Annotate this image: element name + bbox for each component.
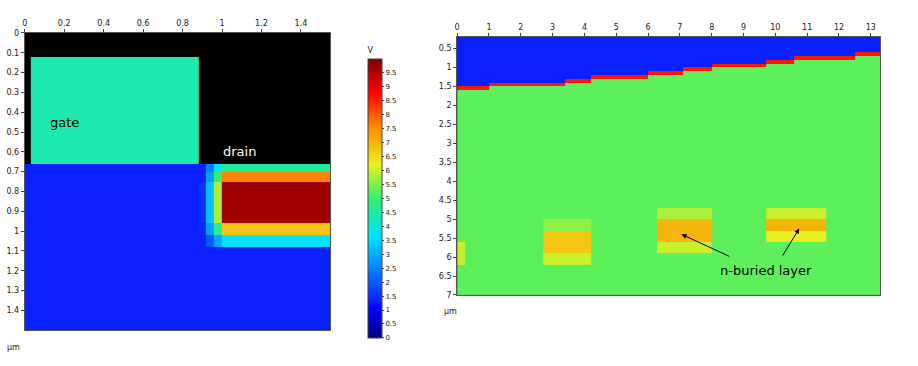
svg-text:1: 1 [486, 23, 491, 32]
svg-text:0.5: 0.5 [385, 320, 396, 328]
svg-text:4: 4 [385, 223, 390, 231]
svg-text:0.2: 0.2 [58, 19, 71, 28]
svg-text:1: 1 [14, 227, 19, 236]
svg-text:10: 10 [770, 23, 780, 32]
svg-text:0.8: 0.8 [6, 187, 19, 196]
svg-text:0.4: 0.4 [97, 19, 110, 28]
svg-text:0.7: 0.7 [6, 167, 19, 176]
svg-text:2: 2 [518, 23, 523, 32]
svg-text:0.8: 0.8 [176, 19, 189, 28]
svg-text:n-buried layer: n-buried layer [720, 263, 812, 278]
svg-text:0.3: 0.3 [6, 88, 19, 97]
svg-text:7.5: 7.5 [385, 125, 396, 133]
svg-text:11: 11 [802, 23, 812, 32]
svg-text:12: 12 [834, 23, 844, 32]
svg-text:5: 5 [385, 195, 389, 203]
svg-text:3: 3 [385, 251, 389, 259]
svg-text:8: 8 [385, 111, 389, 119]
svg-text:3: 3 [550, 23, 555, 32]
svg-text:3.5: 3.5 [439, 158, 452, 167]
svg-text:7: 7 [446, 291, 451, 300]
svg-text:6: 6 [446, 253, 451, 262]
svg-text:1: 1 [385, 306, 389, 314]
svg-text:0.1: 0.1 [6, 49, 19, 58]
svg-text:8.5: 8.5 [385, 97, 396, 105]
svg-text:9: 9 [741, 23, 746, 32]
svg-text:0.5: 0.5 [439, 44, 452, 53]
svg-text:V: V [368, 46, 374, 55]
svg-text:0: 0 [455, 23, 460, 32]
svg-text:6.5: 6.5 [385, 153, 396, 161]
svg-text:1.2: 1.2 [255, 19, 268, 28]
svg-text:0.6: 0.6 [137, 19, 150, 28]
svg-text:2.5: 2.5 [385, 265, 396, 273]
svg-text:5.5: 5.5 [385, 181, 396, 189]
svg-text:0.6: 0.6 [6, 148, 19, 157]
svg-text:0.9: 0.9 [6, 207, 19, 216]
svg-text:µm: µm [444, 307, 457, 316]
svg-text:2: 2 [446, 101, 451, 110]
svg-text:4.5: 4.5 [385, 209, 396, 217]
svg-text:7: 7 [385, 139, 389, 147]
svg-text:1.3: 1.3 [6, 286, 19, 295]
svg-text:1.4: 1.4 [6, 306, 19, 315]
svg-text:2.5: 2.5 [439, 120, 452, 129]
svg-text:5: 5 [446, 215, 451, 224]
svg-text:0.5: 0.5 [6, 128, 19, 137]
svg-text:6.5: 6.5 [439, 272, 452, 281]
svg-text:0: 0 [14, 29, 19, 38]
svg-text:4: 4 [446, 177, 451, 186]
svg-text:1.4: 1.4 [295, 19, 308, 28]
svg-text:1.5: 1.5 [385, 293, 396, 301]
svg-text:3: 3 [446, 139, 451, 148]
svg-text:8: 8 [709, 23, 714, 32]
svg-text:5: 5 [614, 23, 619, 32]
svg-text:2: 2 [385, 279, 389, 287]
svg-text:6: 6 [385, 167, 390, 175]
svg-text:0: 0 [22, 19, 27, 28]
svg-text:1.2: 1.2 [6, 266, 19, 275]
svg-text:13: 13 [866, 23, 876, 32]
svg-text:1: 1 [446, 63, 451, 72]
svg-text:4: 4 [582, 23, 587, 32]
svg-text:4.5: 4.5 [439, 196, 452, 205]
svg-text:5.5: 5.5 [439, 234, 452, 243]
svg-text:7: 7 [677, 23, 682, 32]
svg-text:9.5: 9.5 [385, 69, 396, 77]
svg-text:0.4: 0.4 [6, 108, 19, 117]
svg-text:0: 0 [385, 334, 389, 342]
svg-text:9: 9 [385, 83, 389, 91]
svg-text:3.5: 3.5 [385, 237, 396, 245]
svg-text:1.1: 1.1 [6, 247, 19, 256]
svg-text:1: 1 [219, 19, 224, 28]
svg-text:gate: gate [50, 115, 79, 130]
svg-text:1.5: 1.5 [439, 82, 452, 91]
svg-text:6: 6 [646, 23, 651, 32]
svg-text:µm: µm [7, 343, 20, 352]
svg-text:0.2: 0.2 [6, 68, 19, 77]
svg-text:drain: drain [223, 144, 256, 159]
